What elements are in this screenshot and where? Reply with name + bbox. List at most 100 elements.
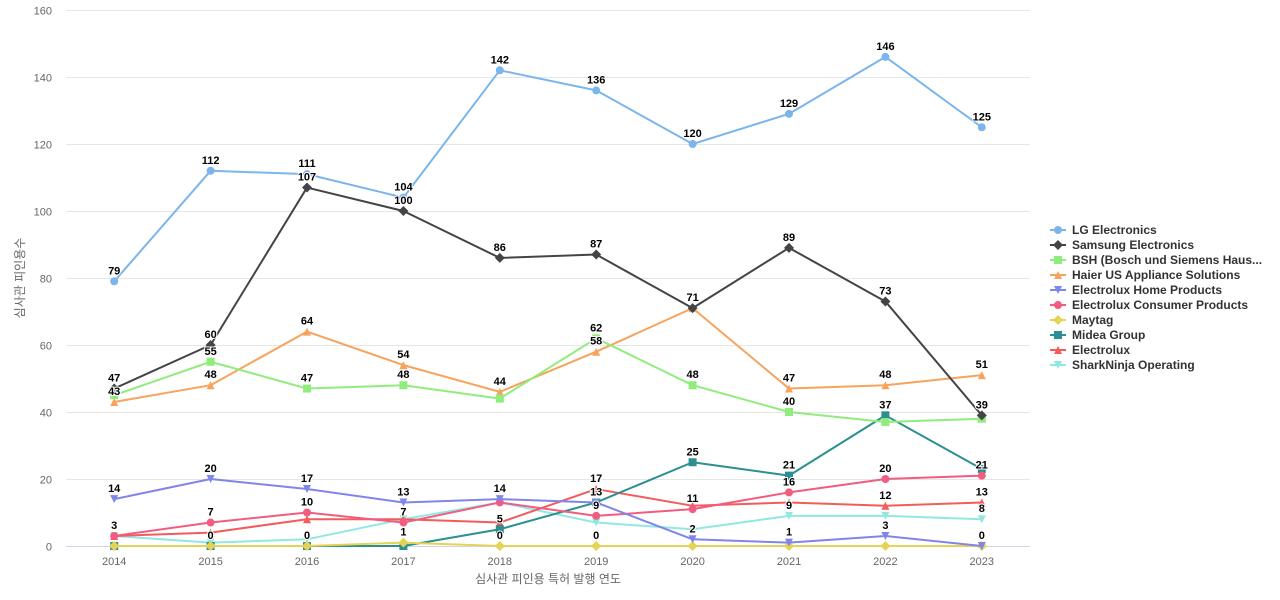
data-point (785, 384, 793, 393)
data-point (592, 334, 601, 343)
data-label: 20 (204, 463, 216, 475)
data-point (206, 528, 215, 537)
data-label: 60 (204, 329, 216, 341)
data-label: 13 (397, 486, 409, 498)
data-point (977, 464, 986, 473)
data-point (110, 391, 119, 400)
data-label: 48 (397, 369, 409, 381)
y-axis-title: 심사관 피인용수 (13, 238, 27, 319)
data-point (591, 249, 602, 260)
legend-label: Maytag (1072, 312, 1114, 327)
data-label: 9 (593, 500, 599, 512)
series-lines (109, 52, 987, 551)
data-point (785, 471, 793, 480)
data-point (303, 485, 311, 494)
y-tick-label: 60 (40, 341, 52, 353)
data-label: 54 (397, 349, 410, 361)
data-point (881, 475, 890, 483)
data-label: 14 (108, 483, 121, 495)
series-line (114, 474, 982, 537)
data-label: 120 (683, 128, 701, 140)
data-label: 58 (590, 336, 602, 348)
series-maytag (109, 537, 987, 551)
y-tick-label: 120 (34, 140, 52, 152)
data-label: 13 (590, 486, 602, 498)
legend-marker (1054, 285, 1062, 294)
data-point (880, 296, 891, 307)
series-electrolux-consumer-products (110, 471, 986, 540)
y-tick-label: 160 (34, 6, 52, 18)
legend-item[interactable]: Electrolux Consumer Products (1050, 297, 1262, 312)
data-label: 73 (879, 285, 891, 297)
data-label: 64 (301, 316, 314, 328)
data-point (591, 541, 602, 551)
data-label: 48 (204, 369, 216, 381)
legend-item[interactable]: Haier US Appliance Solutions (1050, 267, 1262, 282)
series-electrolux-home-products (110, 475, 986, 550)
legend-label: BSH (Bosch und Siemens Haus... (1072, 252, 1263, 267)
series-line (114, 488, 982, 537)
gridlines (66, 10, 1030, 480)
legend-marker (1054, 345, 1062, 354)
data-label: 40 (783, 396, 795, 408)
data-point (303, 508, 311, 517)
data-label: 17 (590, 473, 602, 485)
data-point (592, 498, 601, 507)
data-point (687, 303, 698, 314)
x-axis-title: 심사관 피인용 특허 발행 연도 (475, 571, 621, 586)
data-point (399, 381, 408, 390)
data-point (206, 475, 215, 483)
data-point (495, 495, 504, 504)
data-point (785, 538, 793, 547)
data-point (303, 384, 311, 393)
data-label: 10 (301, 497, 313, 509)
legend-item[interactable]: Electrolux (1050, 342, 1262, 357)
legend-item[interactable]: Midea Group (1050, 327, 1262, 342)
legend-item[interactable]: LG Electronics (1050, 222, 1262, 237)
data-point (205, 541, 216, 551)
data-point (592, 518, 601, 527)
data-label: 39 (976, 399, 988, 411)
data-point (206, 166, 215, 175)
data-label: 44 (494, 376, 507, 388)
legend-item[interactable]: BSH (Bosch und Siemens Haus... (1050, 252, 1262, 267)
data-label: 16 (783, 476, 795, 488)
data-label: 146 (876, 41, 894, 53)
x-tick-label: 2014 (102, 556, 126, 568)
legend-symbol (1050, 330, 1066, 339)
y-tick-label: 140 (34, 73, 52, 85)
series-line (114, 501, 982, 544)
x-tick-label: 2023 (970, 556, 994, 568)
data-label: 89 (783, 232, 795, 244)
legend: LG Electronics Samsung Electronics BSH (Bo… (1050, 222, 1262, 372)
data-label: 13 (976, 486, 988, 498)
data-label: 47 (301, 373, 313, 385)
legend-item[interactable]: Samsung Electronics (1050, 237, 1262, 252)
data-label: 3 (111, 520, 117, 532)
data-point (688, 140, 697, 148)
legend-symbol (1050, 345, 1066, 354)
data-point (303, 170, 311, 179)
data-point (205, 340, 216, 350)
data-point (109, 541, 120, 551)
data-point (206, 518, 215, 527)
data-label: 129 (780, 98, 798, 110)
data-point (110, 531, 119, 540)
data-point (592, 86, 601, 95)
x-tick-label: 2021 (777, 556, 801, 568)
series-line (113, 186, 983, 416)
legend-item[interactable]: Electrolux Home Products (1050, 282, 1262, 297)
legend-item[interactable]: SharkNinja Operating (1050, 357, 1262, 372)
data-label: 43 (108, 386, 120, 398)
legend-symbol (1050, 360, 1066, 369)
data-label: 48 (686, 369, 698, 381)
data-label: 12 (879, 490, 891, 502)
x-tick-label: 2016 (295, 556, 319, 568)
legend-symbol (1050, 300, 1066, 309)
series-samsung-electronics (109, 182, 987, 421)
legend-item[interactable]: Maytag (1050, 312, 1262, 327)
y-tick-label: 20 (40, 475, 52, 487)
data-point (592, 511, 601, 520)
data-point (495, 518, 504, 527)
